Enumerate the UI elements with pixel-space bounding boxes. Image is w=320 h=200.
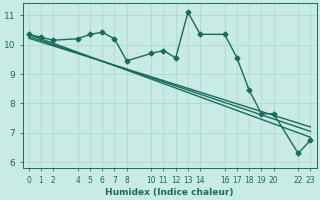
X-axis label: Humidex (Indice chaleur): Humidex (Indice chaleur) (105, 188, 234, 197)
